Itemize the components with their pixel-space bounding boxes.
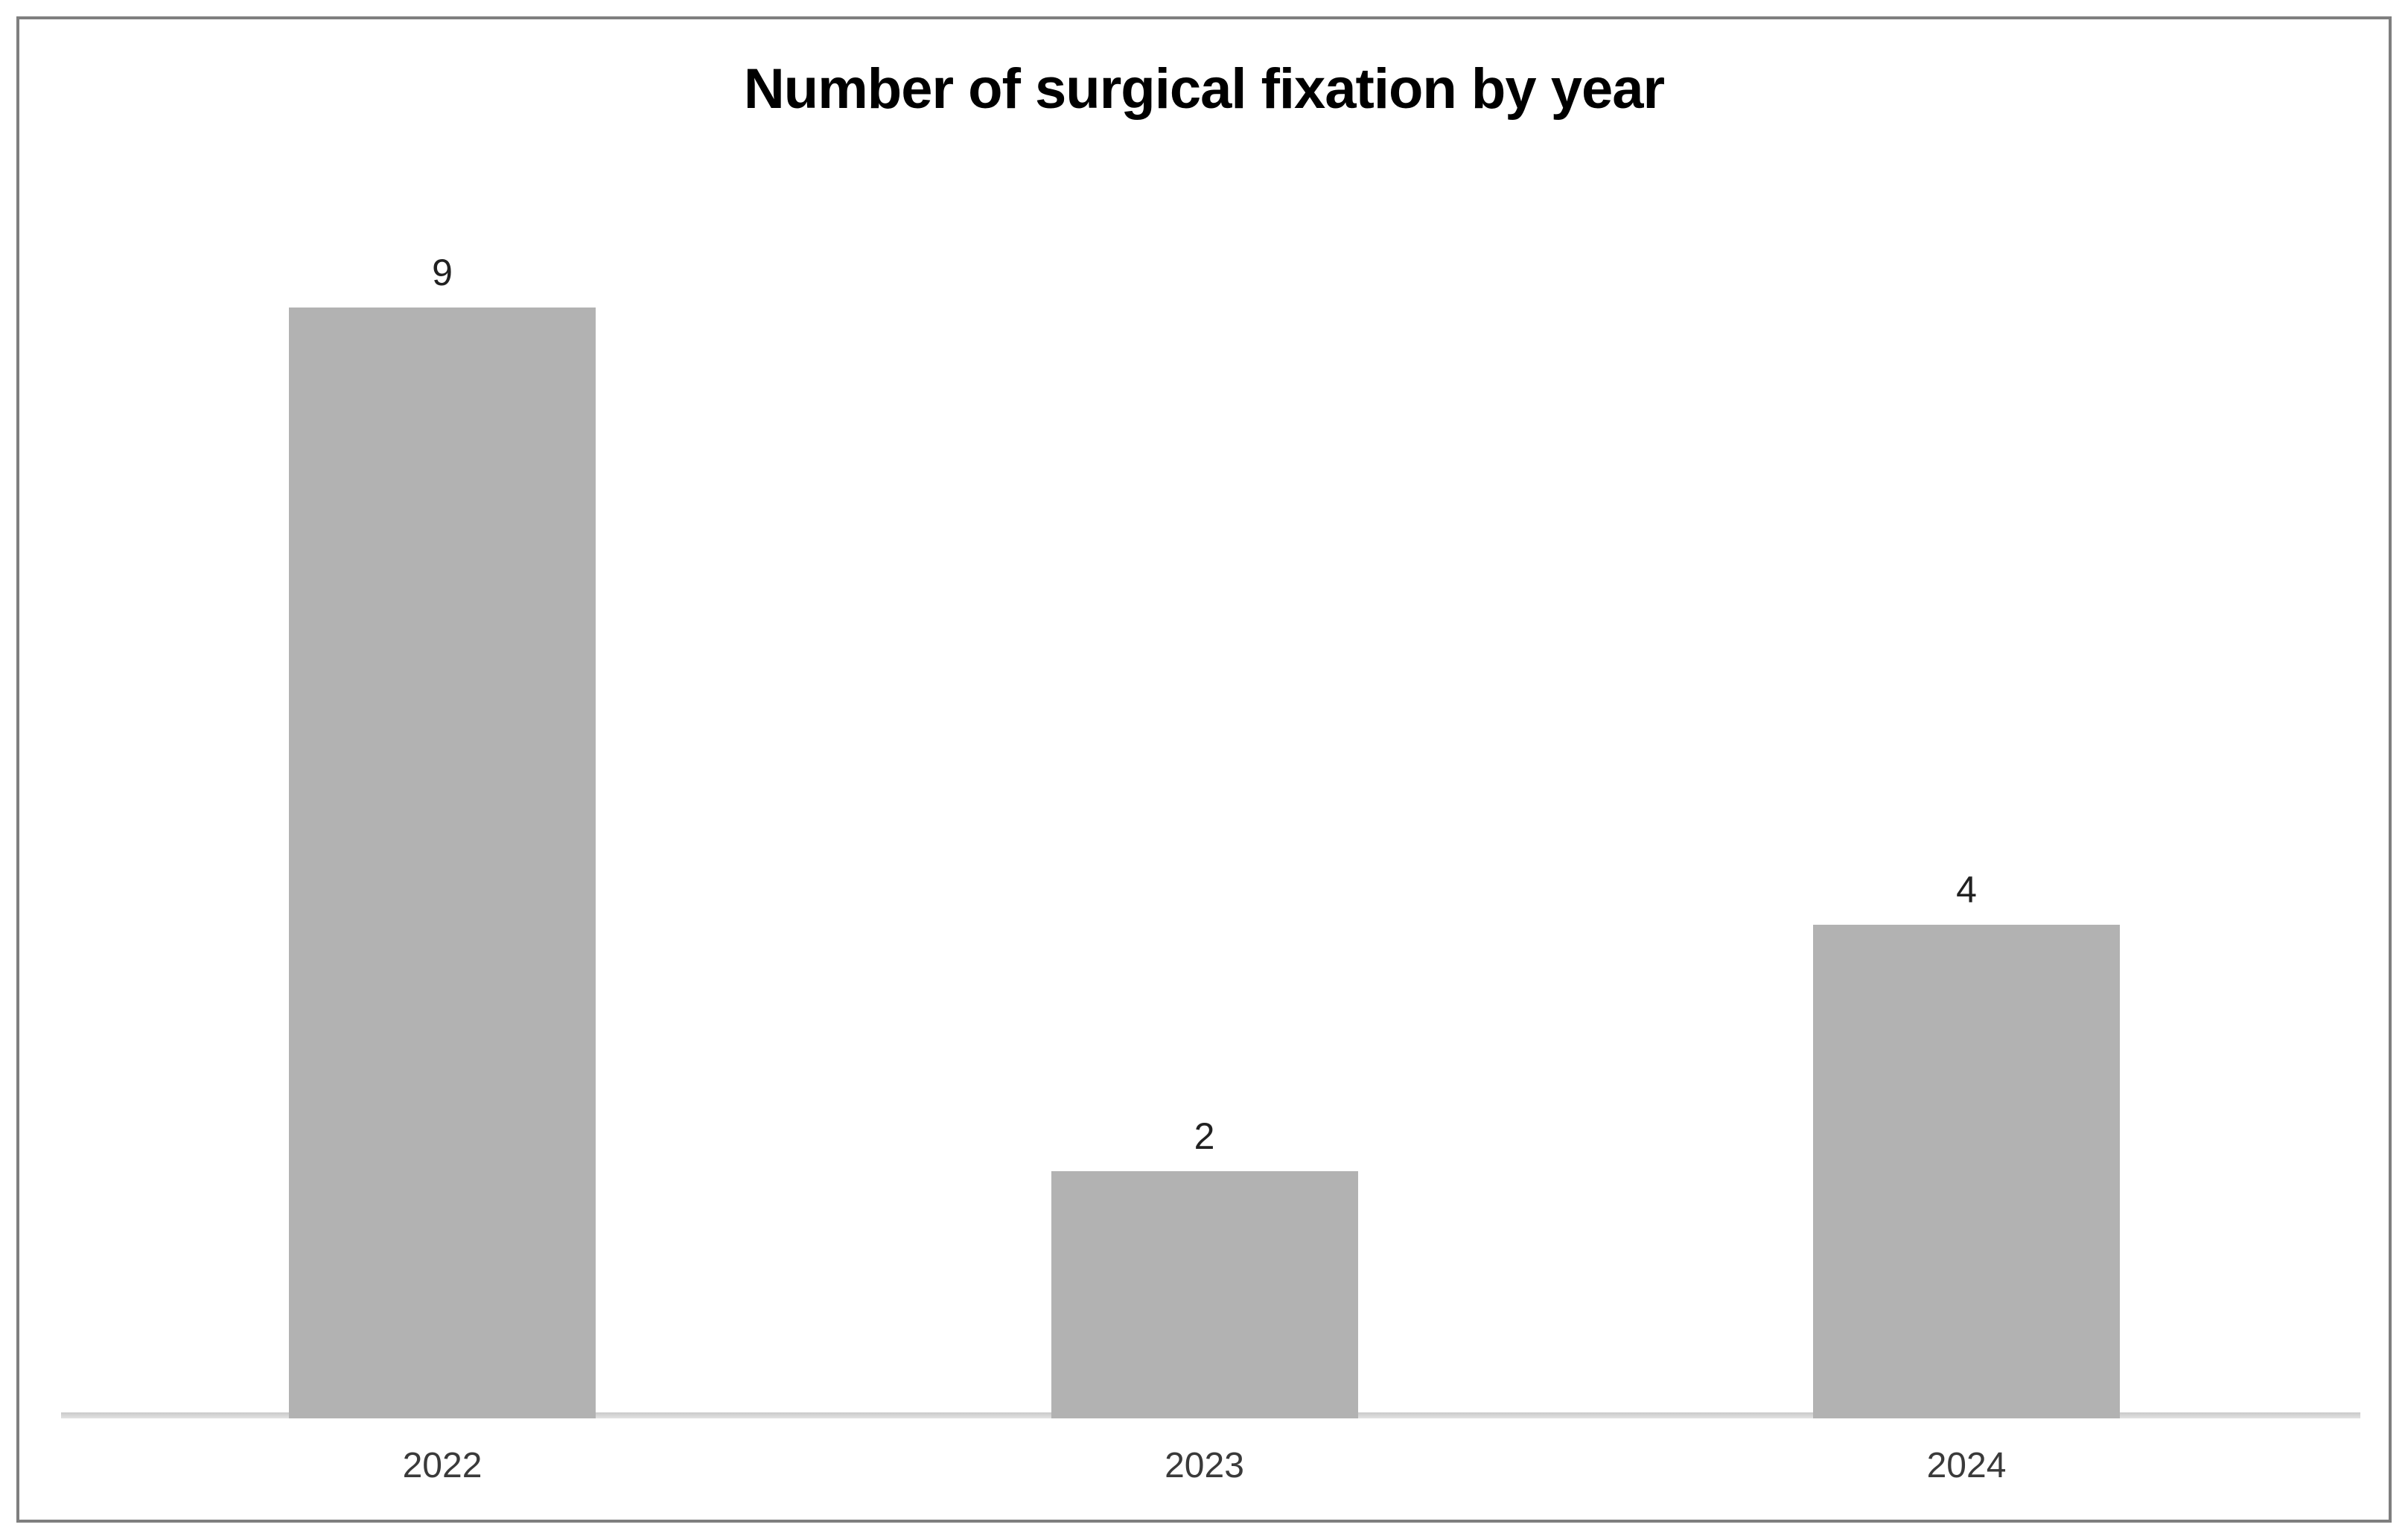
x-tick-2022: 2022	[402, 1446, 482, 1485]
data-label-2022: 9	[432, 252, 453, 293]
bar-2022	[289, 308, 596, 1418]
data-label-2024: 4	[1956, 869, 1977, 911]
bar-2023	[1051, 1171, 1358, 1418]
x-tick-2023: 2023	[1165, 1446, 1244, 1485]
chart-frame: Number of surgical fixation by year 9 202…	[16, 16, 2392, 1523]
bar-2024	[1813, 925, 2120, 1418]
data-label-2023: 2	[1194, 1115, 1215, 1157]
chart-title: Number of surgical fixation by year	[743, 57, 1665, 121]
plot-area: 9 2022 2 2023 4 2024	[19, 19, 2389, 1520]
x-tick-2024: 2024	[1926, 1446, 2007, 1485]
